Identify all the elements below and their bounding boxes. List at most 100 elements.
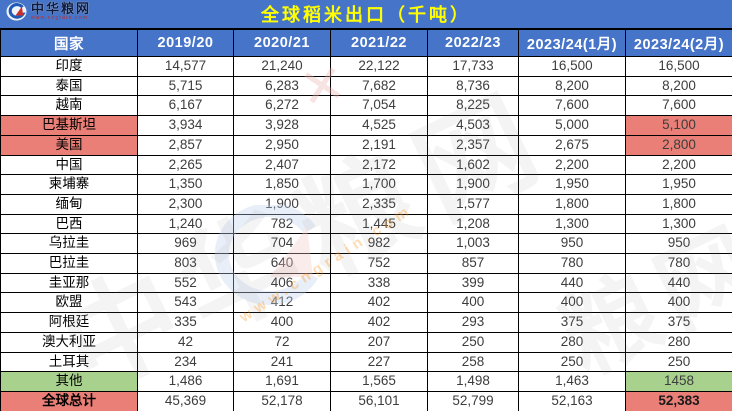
- value-cell: 1,900: [427, 174, 519, 195]
- value-cell: 1,498: [427, 371, 519, 392]
- value-cell: 2,335: [330, 193, 428, 215]
- rice-table: 国家 2019/20 2020/21 2021/22 2022/23 2023/24(1月…: [0, 29, 732, 411]
- value-cell: 241: [233, 351, 331, 373]
- country-cell: 巴西: [0, 213, 138, 235]
- value-cell: 857: [427, 253, 519, 274]
- value-cell: 1,300: [518, 213, 626, 235]
- value-cell: 780: [518, 253, 626, 274]
- value-cell: 250: [427, 331, 519, 353]
- country-cell: 乌拉圭: [0, 233, 138, 255]
- country-cell: 其他: [0, 371, 138, 392]
- value-cell: 782: [233, 213, 331, 235]
- table-row: 澳大利亚 42 72 207 250 280 280: [0, 331, 732, 353]
- value-cell: 7,600: [625, 95, 732, 117]
- table-row: 土耳其 234 241 227 258 250 250: [0, 351, 732, 373]
- value-cell: 4,503: [427, 115, 519, 136]
- value-cell: 2,857: [137, 134, 234, 156]
- value-cell: 406: [233, 272, 331, 294]
- table-row: 乌拉圭 969 704 982 1,003 950 950: [0, 233, 732, 255]
- table-row: 中国 2,265 2,407 2,172 1,602 2,200 2,200: [0, 154, 732, 176]
- value-cell: 1,850: [233, 174, 331, 195]
- value-cell: 8,200: [625, 75, 732, 97]
- value-cell: 6,167: [137, 95, 234, 117]
- value-cell: 338: [330, 272, 428, 294]
- value-cell: 8,225: [427, 95, 519, 117]
- value-cell: 752: [330, 253, 428, 274]
- value-cell: 2,675: [518, 134, 626, 156]
- country-cell: 欧盟: [0, 292, 138, 314]
- country-cell: 阿根廷: [0, 312, 138, 333]
- header-row: 国家 2019/20 2020/21 2021/22 2022/23 2023/24(1月…: [0, 29, 732, 57]
- value-cell: 2,265: [137, 154, 234, 176]
- table-row: 柬埔寨 1,350 1,850 1,700 1,900 1,950 1,950: [0, 174, 732, 195]
- value-cell: 1,577: [427, 193, 519, 215]
- value-cell: 400: [233, 312, 331, 333]
- table-row: 缅甸 2,300 1,900 2,335 1,577 1,800 1,800: [0, 193, 732, 215]
- value-cell: 234: [137, 351, 234, 373]
- country-cell: 泰国: [0, 75, 138, 97]
- value-cell: 335: [137, 312, 234, 333]
- table-header: 国家 2019/20 2020/21 2021/22 2022/23 2023/24(1月…: [0, 29, 732, 57]
- value-cell: 6,283: [233, 75, 331, 97]
- value-cell: 969: [137, 233, 234, 255]
- table-row: 圭亚那 552 406 338 399 440 440: [0, 272, 732, 294]
- value-cell: 412: [233, 292, 331, 314]
- country-cell: 缅甸: [0, 193, 138, 215]
- value-cell: 2,172: [330, 154, 428, 176]
- value-cell: 207: [330, 331, 428, 353]
- value-cell: 2,200: [518, 154, 626, 176]
- value-cell: 704: [233, 233, 331, 255]
- logo-name: 中华粮网: [31, 1, 92, 16]
- table-row: 欧盟 543 412 402 400 400 400: [0, 292, 732, 314]
- value-cell: 1,003: [427, 233, 519, 255]
- value-cell: 52,163: [518, 390, 626, 411]
- value-cell: 293: [427, 312, 519, 333]
- value-cell: 250: [625, 351, 732, 373]
- country-cell: 中国: [0, 154, 138, 176]
- value-cell: 402: [330, 292, 428, 314]
- value-cell: 1,463: [518, 371, 626, 392]
- value-cell: 375: [625, 312, 732, 333]
- value-cell: 2,200: [625, 154, 732, 176]
- column-header-year: 2019/20: [137, 29, 234, 57]
- cngrain-logo: 中华粮网 www.cngrain.com: [6, 2, 91, 21]
- value-cell: 1,300: [625, 213, 732, 235]
- country-cell: 巴拉圭: [0, 253, 138, 274]
- value-cell: 1,800: [518, 193, 626, 215]
- column-header-year: 2021/22: [330, 29, 428, 57]
- value-cell: 5,100: [625, 115, 732, 136]
- country-cell: 美国: [0, 134, 138, 156]
- value-cell: 7,054: [330, 95, 428, 117]
- value-cell: 1458: [625, 371, 732, 392]
- value-cell: 543: [137, 292, 234, 314]
- value-cell: 52,383: [625, 390, 732, 411]
- value-cell: 1,700: [330, 174, 428, 195]
- value-cell: 56,101: [330, 390, 428, 411]
- table-row: 印度 14,577 21,240 22,122 17,733 16,500 16,500: [0, 56, 732, 77]
- value-cell: 1,602: [427, 154, 519, 176]
- country-cell: 全球总计: [0, 390, 138, 411]
- value-cell: 1,445: [330, 213, 428, 235]
- value-cell: 17,733: [427, 56, 519, 77]
- value-cell: 5,715: [137, 75, 234, 97]
- column-header-country: 国家: [0, 29, 138, 57]
- column-header-year: 2022/23: [427, 29, 519, 57]
- value-cell: 552: [137, 272, 234, 294]
- value-cell: 1,240: [137, 213, 234, 235]
- value-cell: 2,300: [137, 193, 234, 215]
- value-cell: 250: [518, 351, 626, 373]
- value-cell: 399: [427, 272, 519, 294]
- value-cell: 6,272: [233, 95, 331, 117]
- table-row: 巴拉圭 803 640 752 857 780 780: [0, 253, 732, 274]
- table-row: 全球总计 45,369 52,178 56,101 52,799 52,163 52,383: [0, 390, 732, 411]
- value-cell: 2,800: [625, 134, 732, 156]
- value-cell: 14,577: [137, 56, 234, 77]
- value-cell: 803: [137, 253, 234, 274]
- table-row: 其他 1,486 1,691 1,565 1,498 1,463 1458: [0, 371, 732, 392]
- column-header-year: 2023/24(2月): [625, 29, 732, 57]
- country-cell: 印度: [0, 56, 138, 77]
- value-cell: 2,191: [330, 134, 428, 156]
- table-row: 巴西 1,240 782 1,445 1,208 1,300 1,300: [0, 213, 732, 235]
- value-cell: 21,240: [233, 56, 331, 77]
